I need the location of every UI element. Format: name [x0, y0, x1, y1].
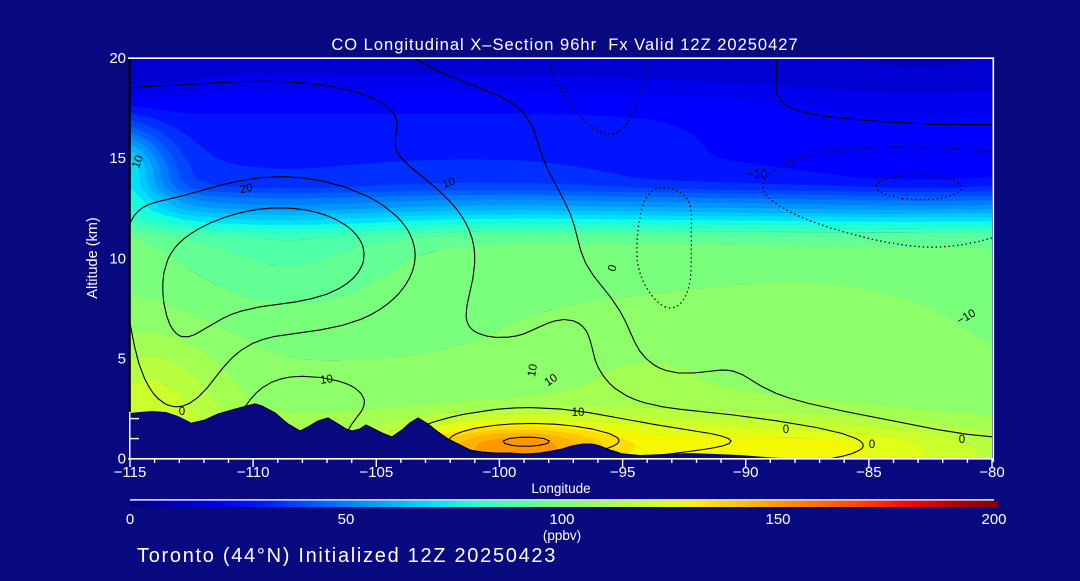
- svg-text:0: 0: [783, 424, 789, 436]
- svg-text:10: 10: [526, 363, 540, 378]
- svg-text:−100: −100: [483, 464, 517, 481]
- svg-text:0: 0: [118, 451, 126, 468]
- svg-text:10: 10: [130, 154, 146, 170]
- svg-text:Toronto (44°N) Initialized 12Z: Toronto (44°N) Initialized 12Z 20250423: [137, 545, 557, 567]
- svg-text:−80: −80: [979, 464, 1004, 481]
- svg-text:(ppbv): (ppbv): [543, 528, 581, 543]
- svg-text:10: 10: [572, 407, 585, 419]
- svg-text:−105: −105: [359, 464, 393, 481]
- svg-text:−85: −85: [856, 464, 881, 481]
- svg-text:0: 0: [606, 264, 619, 273]
- svg-text:−115: −115: [114, 464, 147, 481]
- svg-text:−10: −10: [747, 169, 767, 181]
- svg-text:10: 10: [319, 373, 333, 387]
- svg-text:20: 20: [239, 182, 254, 196]
- svg-text:200: 200: [981, 511, 1006, 528]
- svg-text:−95: −95: [610, 464, 635, 481]
- svg-text:50: 50: [338, 511, 355, 528]
- svg-text:20: 20: [109, 50, 126, 67]
- svg-text:10: 10: [109, 250, 126, 267]
- svg-text:−110: −110: [237, 464, 270, 481]
- svg-text:0: 0: [179, 406, 185, 418]
- svg-text:100: 100: [549, 511, 574, 528]
- svg-text:−90: −90: [733, 464, 758, 481]
- svg-text:10: 10: [441, 175, 457, 191]
- svg-text:0: 0: [869, 439, 875, 451]
- svg-text:0: 0: [126, 511, 134, 528]
- svg-text:Altitude (km): Altitude (km): [85, 217, 101, 298]
- svg-text:Longitude: Longitude: [531, 481, 590, 496]
- svg-text:150: 150: [765, 511, 790, 528]
- svg-text:CO Longitudinal X–Section 96hr: CO Longitudinal X–Section 96hr Fx Valid …: [331, 36, 798, 54]
- svg-text:15: 15: [109, 150, 126, 167]
- svg-text:0: 0: [959, 434, 965, 446]
- svg-text:5: 5: [118, 350, 126, 367]
